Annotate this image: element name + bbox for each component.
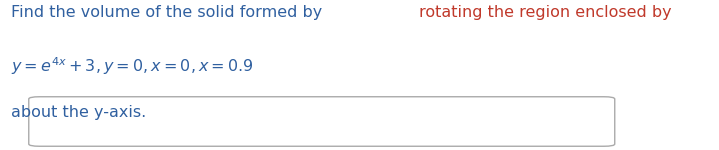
Text: Find the volume of the solid formed by: Find the volume of the solid formed by (11, 4, 327, 20)
Text: $y = e^{4x} + 3, y = 0, x = 0, x = 0.9$: $y = e^{4x} + 3, y = 0, x = 0, x = 0.9$ (11, 56, 254, 77)
Text: about the y-axis.: about the y-axis. (11, 105, 146, 120)
Text: rotating the region enclosed by: rotating the region enclosed by (419, 4, 672, 20)
FancyBboxPatch shape (29, 97, 615, 146)
